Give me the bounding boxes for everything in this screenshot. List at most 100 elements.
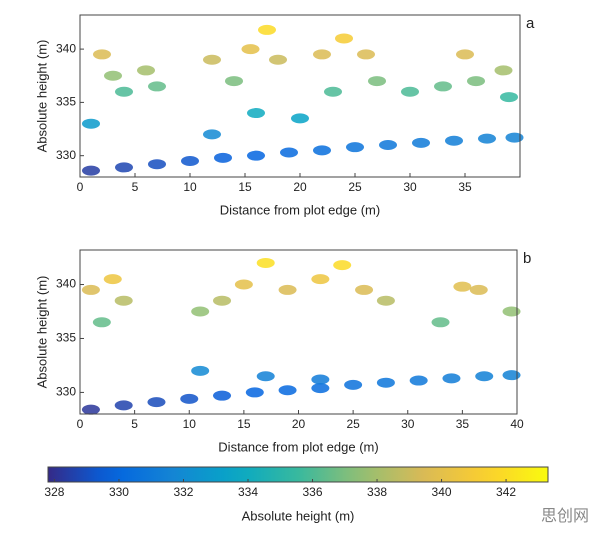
point bbox=[324, 86, 342, 97]
point bbox=[475, 371, 494, 382]
point bbox=[502, 306, 521, 317]
axes-frame bbox=[79, 14, 521, 178]
colorbar-tick-label: 330 bbox=[109, 485, 129, 499]
point bbox=[181, 156, 199, 167]
point bbox=[291, 113, 309, 124]
point bbox=[434, 81, 452, 92]
point bbox=[313, 145, 331, 156]
point bbox=[311, 383, 330, 394]
point bbox=[114, 295, 133, 306]
point bbox=[376, 295, 395, 306]
point bbox=[335, 33, 353, 44]
point bbox=[92, 317, 111, 328]
point bbox=[376, 377, 395, 388]
y-tick-label: 340 bbox=[56, 41, 76, 55]
colorbar-tick-label: 336 bbox=[303, 485, 323, 499]
point bbox=[213, 295, 232, 306]
point bbox=[82, 165, 100, 176]
point bbox=[355, 284, 374, 295]
point bbox=[191, 306, 210, 317]
point bbox=[82, 118, 100, 129]
y-tick-label: 335 bbox=[56, 95, 76, 109]
point bbox=[311, 374, 330, 385]
point bbox=[256, 371, 275, 382]
y-tick-label: 330 bbox=[56, 385, 76, 399]
x-tick-label: 0 bbox=[77, 417, 84, 431]
point bbox=[258, 24, 276, 35]
colorbar-label: Absolute height (m) bbox=[242, 508, 355, 523]
x-tick-label: 25 bbox=[346, 417, 360, 431]
point bbox=[412, 137, 430, 148]
point bbox=[256, 257, 275, 268]
point bbox=[137, 65, 155, 76]
point bbox=[494, 65, 513, 76]
y-tick-label: 340 bbox=[56, 277, 76, 291]
point bbox=[278, 385, 297, 396]
point bbox=[280, 147, 298, 158]
point bbox=[115, 162, 133, 173]
x-tick-label: 20 bbox=[293, 180, 307, 194]
x-tick-label: 40 bbox=[510, 417, 524, 431]
point bbox=[357, 49, 375, 60]
point bbox=[431, 317, 450, 328]
point bbox=[203, 54, 221, 65]
point bbox=[81, 404, 100, 415]
x-tick-label: 10 bbox=[183, 417, 197, 431]
x-tick-label: 35 bbox=[456, 417, 470, 431]
point bbox=[500, 92, 518, 103]
point bbox=[81, 284, 100, 295]
point bbox=[379, 140, 397, 151]
x-tick-label: 15 bbox=[237, 417, 251, 431]
point bbox=[344, 379, 363, 390]
point bbox=[93, 49, 111, 60]
point bbox=[213, 390, 232, 401]
point bbox=[191, 365, 210, 376]
x-tick-label: 5 bbox=[131, 417, 138, 431]
point bbox=[104, 70, 122, 81]
point bbox=[502, 370, 521, 381]
watermark: 思创网 bbox=[541, 507, 589, 525]
colorbar-tick-label: 340 bbox=[432, 485, 452, 499]
point bbox=[241, 44, 260, 55]
point bbox=[147, 397, 166, 408]
y-axis-label: Absolute height (m) bbox=[34, 276, 49, 389]
x-tick-label: 35 bbox=[458, 180, 472, 194]
x-axis-label: Distance from plot edge (m) bbox=[218, 439, 378, 454]
point bbox=[247, 108, 265, 119]
point bbox=[467, 76, 485, 87]
point bbox=[225, 76, 243, 87]
point bbox=[442, 373, 461, 384]
point bbox=[245, 387, 264, 398]
x-tick-label: 30 bbox=[403, 180, 417, 194]
point bbox=[115, 86, 133, 97]
x-tick-label: 30 bbox=[401, 417, 415, 431]
point bbox=[234, 279, 253, 290]
point bbox=[478, 133, 496, 144]
colorbar-tick-label: 342 bbox=[496, 485, 516, 499]
point bbox=[247, 150, 265, 161]
point bbox=[453, 281, 472, 292]
colorbar-tick-label: 334 bbox=[238, 485, 258, 499]
x-tick-label: 0 bbox=[77, 180, 84, 194]
point bbox=[469, 284, 488, 295]
point bbox=[278, 284, 297, 295]
colorbar-tick-label: 338 bbox=[367, 485, 387, 499]
point bbox=[269, 54, 287, 65]
point bbox=[401, 86, 419, 97]
point bbox=[313, 49, 331, 60]
panel-label: b bbox=[523, 250, 531, 267]
point bbox=[445, 135, 463, 146]
colorbar bbox=[47, 466, 549, 483]
point bbox=[346, 142, 364, 153]
colorbar-tick-label: 332 bbox=[173, 485, 193, 499]
x-tick-label: 5 bbox=[132, 180, 139, 194]
point bbox=[311, 274, 330, 285]
colorbar-tick-label: 328 bbox=[44, 485, 64, 499]
point bbox=[180, 393, 199, 404]
x-tick-label: 10 bbox=[183, 180, 197, 194]
point bbox=[505, 132, 524, 143]
y-axis-label: Absolute height (m) bbox=[34, 40, 49, 153]
point bbox=[114, 400, 133, 411]
